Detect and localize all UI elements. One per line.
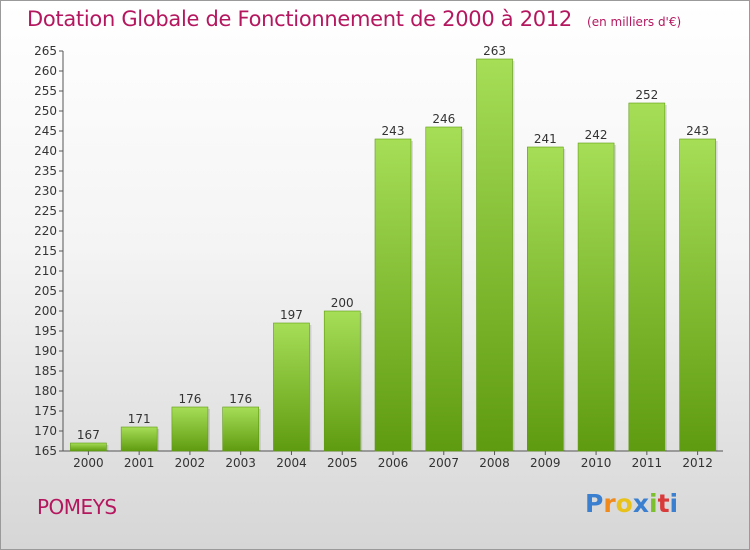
bar-value-label: 176: [178, 392, 201, 406]
bar: [323, 310, 361, 452]
bar: [374, 138, 412, 452]
x-tick-label: 2003: [225, 456, 256, 470]
x-tick-label: 2012: [682, 456, 713, 470]
logo-letter: x: [632, 489, 649, 518]
y-tick-label: 170: [34, 424, 57, 438]
y-tick-label: 235: [34, 164, 57, 178]
chart-subtitle: (en milliers d'€): [587, 15, 682, 29]
logo-letter: o: [615, 489, 633, 518]
chart-bars: 167 171 176 176 197 200 243 246 263 241 242 252 243: [70, 44, 718, 452]
y-tick-label: 255: [34, 84, 57, 98]
y-tick-label: 200: [34, 304, 57, 318]
chart-title: Dotation Globale de Fonctionnement de 20…: [27, 7, 572, 31]
x-tick-label: 2000: [73, 456, 104, 470]
y-tick-label: 250: [34, 104, 57, 118]
y-tick-label: 260: [34, 64, 57, 78]
bar: [222, 406, 259, 452]
y-tick-label: 245: [34, 124, 57, 138]
x-tick-label: 2001: [124, 456, 155, 470]
y-tick-label: 205: [34, 284, 57, 298]
y-tick-label: 175: [34, 404, 57, 418]
bar: [70, 442, 107, 452]
bar: [679, 138, 716, 452]
x-tick-label: 2006: [378, 456, 409, 470]
bar-value-label: 263: [483, 44, 506, 58]
logo-letter: t: [657, 489, 670, 518]
bar-value-label: 243: [686, 124, 709, 138]
proxiti-logo: Proxiti: [585, 489, 678, 518]
bar-value-label: 197: [280, 308, 303, 322]
logo-letter: i: [669, 489, 679, 518]
x-tick-label: 2002: [175, 456, 206, 470]
bar-value-label: 176: [229, 392, 252, 406]
y-tick-label: 185: [34, 364, 57, 378]
y-tick-label: 240: [34, 144, 57, 158]
y-tick-label: 215: [34, 244, 57, 258]
bar: [577, 142, 615, 452]
bar-value-label: 171: [128, 412, 151, 426]
bar: [120, 426, 158, 452]
bar-value-label: 243: [382, 124, 405, 138]
y-tick-label: 210: [34, 264, 57, 278]
x-tick-label: 2005: [327, 456, 358, 470]
bar: [425, 126, 463, 452]
bar-value-label: 200: [331, 296, 354, 310]
x-tick-label: 2004: [276, 456, 307, 470]
logo-letter: P: [585, 489, 604, 518]
logo-letter: i: [649, 489, 658, 518]
bar: [171, 406, 209, 452]
y-tick-label: 180: [34, 384, 57, 398]
x-tick-label: 2008: [479, 456, 510, 470]
bar-value-label: 246: [432, 112, 455, 126]
y-tick-label: 265: [34, 44, 57, 58]
chart-axes: 165 170 175 180 185 190 195 200 205 210 215 220 225 2…: [34, 44, 723, 470]
commune-name: POMEYS: [37, 495, 117, 519]
title-row: Dotation Globale de Fonctionnement de 20…: [27, 7, 681, 31]
y-tick-label: 220: [34, 224, 57, 238]
bar: [273, 322, 310, 452]
y-tick-label: 230: [34, 184, 57, 198]
bar-value-label: 241: [534, 132, 557, 146]
y-tick-label: 225: [34, 204, 57, 218]
bar: [628, 102, 666, 452]
x-tick-label: 2009: [530, 456, 561, 470]
bar-value-label: 252: [635, 88, 658, 102]
x-tick-label: 2010: [581, 456, 612, 470]
y-tick-label: 165: [34, 444, 57, 458]
bar-value-label: 167: [77, 428, 100, 442]
y-tick-label: 190: [34, 344, 57, 358]
bar-value-label: 242: [585, 128, 608, 142]
y-tick-label: 195: [34, 324, 57, 338]
bar: [527, 146, 564, 452]
x-tick-label: 2011: [632, 456, 663, 470]
logo-letter: r: [603, 489, 616, 518]
bar: [476, 58, 513, 452]
x-tick-label: 2007: [428, 456, 459, 470]
